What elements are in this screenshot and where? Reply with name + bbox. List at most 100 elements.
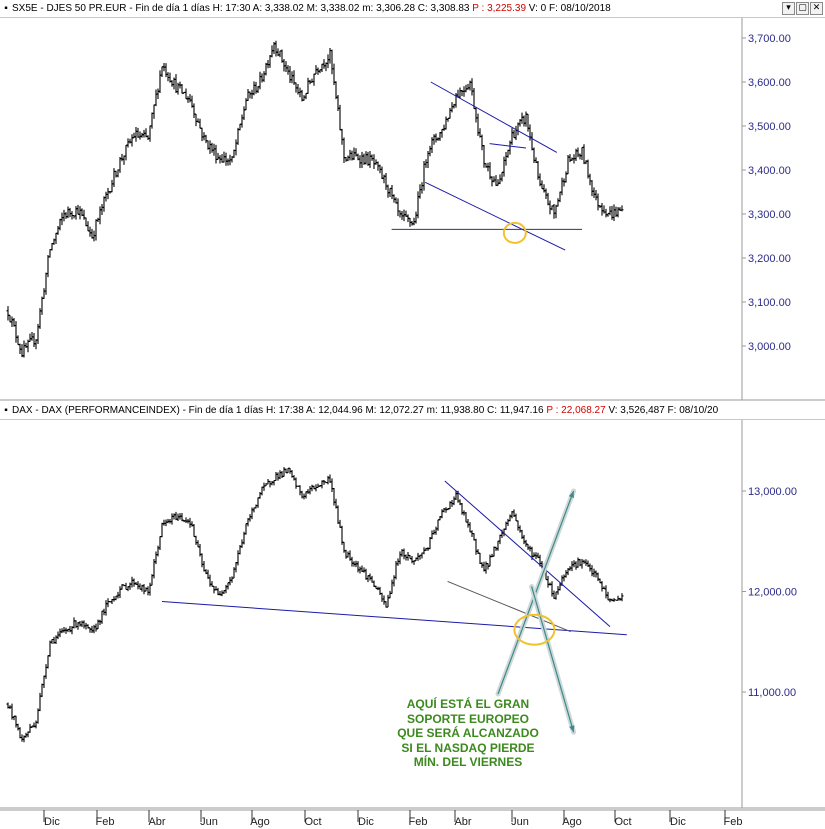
close-button[interactable]: ✕ bbox=[810, 2, 823, 15]
sx5e-price-bar bbox=[390, 184, 394, 200]
sx5e-price-bar bbox=[208, 140, 212, 154]
sx5e-price-bar bbox=[28, 333, 32, 342]
dax-price-bar bbox=[156, 545, 160, 557]
dax-price-bar bbox=[508, 514, 512, 522]
sx5e-price-bar bbox=[482, 144, 486, 168]
sx5e-price-bar bbox=[422, 161, 426, 191]
minimize-button[interactable]: ▾ bbox=[782, 2, 795, 15]
dax-price-bar bbox=[202, 560, 206, 572]
sx5e-price-bar bbox=[352, 147, 356, 160]
dax-price-bar bbox=[338, 519, 342, 528]
sx5e-price-bar bbox=[180, 83, 184, 94]
sx5e-price-bar bbox=[150, 112, 154, 129]
note-line: SI EL NASDAQ PIERDE bbox=[401, 740, 535, 755]
sx5e-price-bar bbox=[46, 255, 50, 278]
sx5e-price-bar bbox=[154, 89, 158, 107]
sx5e-price-bar bbox=[114, 170, 118, 178]
sx5e-price-bar bbox=[458, 87, 462, 99]
sx5e-price-bar bbox=[254, 81, 258, 94]
dax-price-bar bbox=[230, 576, 234, 583]
sx5e-price-bar bbox=[348, 149, 352, 161]
sx5e-price-bar bbox=[480, 134, 484, 151]
dax-price-bar bbox=[146, 586, 150, 596]
time-axis-label: Feb bbox=[724, 816, 743, 828]
sx5e-price-bar bbox=[522, 115, 526, 127]
dax-price-bar bbox=[278, 470, 282, 480]
dax-price-bar bbox=[570, 561, 574, 572]
sx5e-price-bar bbox=[106, 187, 110, 200]
sx5e-price-bar bbox=[582, 144, 586, 165]
note-line: AQUÍ ESTÁ EL GRAN bbox=[406, 697, 530, 711]
dax-price-bar bbox=[276, 472, 280, 481]
sx5e-price-bar bbox=[146, 135, 150, 140]
dax-price-bar bbox=[576, 557, 580, 568]
dax-price-bar bbox=[196, 540, 200, 548]
sx5e-price-bar bbox=[188, 94, 192, 103]
dax-price-bar bbox=[332, 487, 336, 506]
dax-price-bar bbox=[208, 574, 212, 587]
sx5e-price-bar bbox=[330, 49, 334, 75]
window-controls: ▾ ▢ ✕ bbox=[782, 2, 823, 15]
dax-price-bars bbox=[6, 467, 624, 743]
sx5e-price-bar bbox=[40, 296, 44, 315]
dax-price-bar bbox=[304, 491, 308, 499]
sx5e-price-bar bbox=[226, 158, 230, 166]
sx5e-price-bar bbox=[88, 226, 92, 237]
dax-price-bar bbox=[390, 579, 394, 594]
sx5e-price-bar bbox=[592, 187, 596, 198]
dax-price-bar bbox=[90, 625, 94, 633]
sx5e-price-bar bbox=[110, 179, 114, 193]
sx5e-price-bar bbox=[160, 66, 164, 78]
dax-price-bar bbox=[58, 628, 62, 638]
sx5e-price-bar bbox=[520, 112, 524, 124]
sx5e-price-bar bbox=[194, 113, 198, 127]
dax-price-bar bbox=[14, 715, 18, 728]
dax-price-bar bbox=[142, 584, 146, 595]
sx5e-price-bar bbox=[200, 127, 204, 142]
sx5e-price-bar bbox=[148, 125, 152, 142]
maximize-button[interactable]: ▢ bbox=[796, 2, 809, 15]
dax-price-bar bbox=[84, 622, 88, 630]
dax-price-bar bbox=[600, 581, 604, 592]
dax-trendline bbox=[161, 601, 627, 636]
dax-price-bar bbox=[584, 559, 588, 566]
sx5e-price-bar bbox=[210, 142, 214, 153]
time-axis-label: Abr bbox=[454, 816, 471, 828]
dax-price-bar bbox=[270, 480, 274, 486]
sx5e-price-bar bbox=[174, 74, 178, 93]
sx5e-price-bar bbox=[514, 125, 518, 141]
dax-price-bar bbox=[260, 486, 264, 496]
sx5e-price-bar bbox=[60, 212, 64, 226]
sx5e-price-bar bbox=[20, 344, 24, 358]
sx5e-price-bar bbox=[298, 87, 302, 98]
sx5e-price-bar bbox=[306, 77, 310, 94]
sx5e-price-bar bbox=[566, 155, 570, 175]
dax-price-bar bbox=[78, 621, 82, 627]
sx5e-price-bar bbox=[78, 206, 82, 220]
sx5e-price-bar bbox=[234, 139, 238, 156]
dax-price-bar bbox=[554, 591, 558, 600]
sx5e-price-bar bbox=[126, 138, 130, 148]
dax-price-bar bbox=[552, 590, 556, 599]
sx5e-price-bar bbox=[556, 198, 560, 207]
sx5e-price-bar bbox=[542, 184, 546, 193]
dax-price-bar bbox=[274, 472, 278, 482]
sx5e-price-bar bbox=[496, 179, 500, 186]
time-axis-label: Oct bbox=[304, 816, 321, 828]
sx5e-price-bar bbox=[494, 175, 498, 186]
sx5e-price-bar bbox=[576, 147, 580, 158]
dax-price-bar bbox=[336, 505, 340, 524]
sx5e-price-bar bbox=[58, 218, 62, 231]
sx5e-price-bar bbox=[236, 127, 240, 145]
sx5e-price-bar bbox=[504, 151, 508, 166]
dax-price-bar bbox=[80, 620, 84, 627]
sx5e-price-bar bbox=[510, 128, 514, 145]
dax-price-bar bbox=[298, 485, 302, 496]
sx5e-price-bar bbox=[216, 152, 220, 160]
dax-price-bar bbox=[164, 519, 168, 527]
dax-price-bar bbox=[262, 482, 266, 491]
dax-price-bar bbox=[44, 664, 48, 679]
dax-price-bar bbox=[190, 521, 194, 527]
sx5e-price-bar bbox=[502, 156, 506, 177]
